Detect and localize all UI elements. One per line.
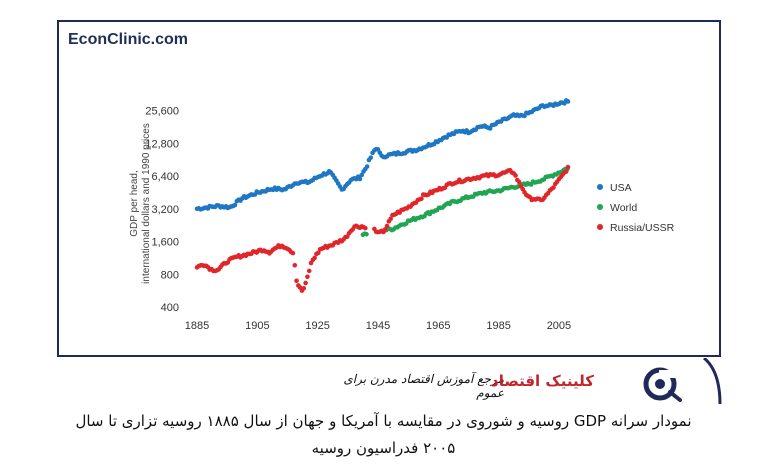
world-legend-label: World [610, 202, 637, 214]
russia-point [516, 179, 522, 185]
y-tick-label: 1,600 [151, 237, 179, 249]
russia-point [382, 227, 388, 232]
x-tick-label: 1945 [366, 320, 390, 332]
y-axis-label: GDP per head,international dollars and 1… [129, 123, 152, 284]
caption: نمودار سرانه GDP روسیه و شوروی در مقایسه… [0, 408, 767, 462]
russia-point [315, 250, 321, 256]
russia-point [294, 278, 299, 284]
russia-legend-label: Russia/USSR [610, 222, 675, 234]
y-tick-label: 12,800 [145, 138, 179, 150]
x-tick-label: 1905 [245, 320, 269, 332]
chart-frame: EconClinic.com 400 800 1,600 3,200 6,400 12,8… [57, 20, 721, 357]
russia-point [306, 268, 312, 274]
brand-title: EconClinic.com [68, 31, 189, 48]
y-tick-label: 3,200 [151, 204, 179, 216]
logo-curve [702, 358, 722, 404]
x-tick-label: 1885 [185, 320, 209, 332]
usa-legend-label: USA [610, 182, 632, 194]
russia-point [290, 250, 296, 256]
x-tick-label: 1965 [426, 320, 450, 332]
logo-tagline: مرجع آموزش اقتصاد مدرن برای عموم [343, 372, 504, 400]
y-tick-label: 6,400 [151, 171, 179, 183]
usa-point [565, 99, 571, 104]
logo-row: مرجع آموزش اقتصاد مدرن برای عموم کلینیک … [330, 358, 722, 404]
usa-point [368, 155, 374, 160]
russia-point [292, 262, 298, 268]
russia-point [551, 185, 556, 190]
y-tick-label: 400 [161, 302, 179, 314]
russia-point [363, 225, 368, 231]
usa-point [232, 202, 238, 208]
usa-legend-marker [597, 184, 603, 190]
gdp-chart: 400 800 1,600 3,200 6,400 12,800 25,600 1885 190… [129, 98, 675, 332]
x-tick-label: 1985 [486, 320, 510, 332]
world-point [364, 231, 369, 237]
russia-point [419, 196, 424, 202]
y-tick-label: 25,600 [145, 106, 179, 118]
usa-point [357, 176, 363, 182]
russia-point [563, 169, 569, 174]
russia-point [384, 223, 390, 229]
y-tick-label: 800 [161, 269, 179, 281]
world-legend-marker [597, 204, 603, 210]
x-tick-label: 1925 [305, 320, 329, 332]
caption-line-1: نمودار سرانه GDP روسیه و شوروی در مقایسه… [75, 412, 692, 430]
usa-point [364, 164, 370, 169]
russia-point [513, 173, 518, 178]
russia-legend-marker [597, 224, 603, 230]
russia-point [301, 285, 307, 291]
usa-point [359, 172, 365, 178]
russia-point [388, 216, 393, 222]
russia-point [565, 164, 571, 170]
russia-point [305, 274, 310, 280]
x-tick-label: 2005 [547, 320, 571, 332]
caption-line-2: ۲۰۰۵ فدراسیون روسیه [311, 439, 456, 457]
russia-point [312, 255, 317, 261]
russia-point [344, 234, 350, 239]
econclinic-logo-icon [643, 367, 682, 402]
russia-point [303, 280, 308, 286]
logo-title: کلینیک اقتصاد [491, 372, 594, 390]
